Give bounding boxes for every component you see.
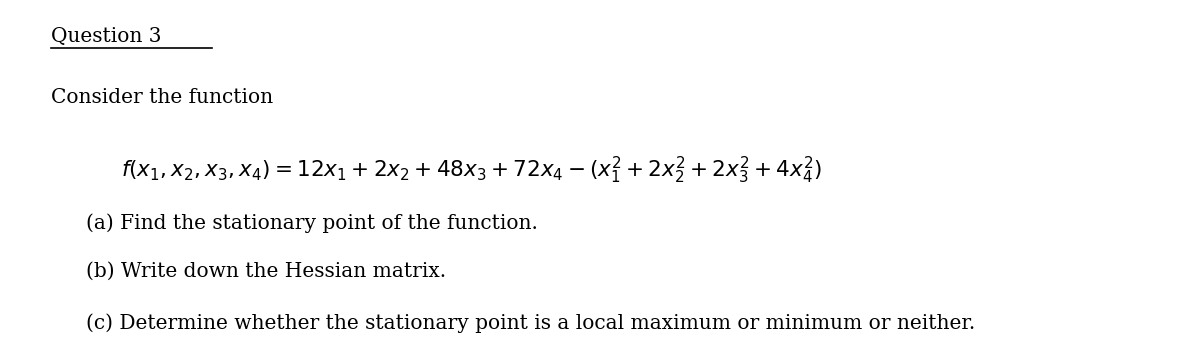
Text: (a) Find the stationary point of the function.: (a) Find the stationary point of the fun… — [86, 213, 538, 233]
Text: (c) Determine whether the stationary point is a local maximum or minimum or neit: (c) Determine whether the stationary poi… — [86, 313, 976, 333]
Text: Question 3: Question 3 — [50, 27, 161, 46]
Text: Consider the function: Consider the function — [50, 88, 272, 107]
Text: $f(x_1, x_2, x_3, x_4) = 12x_1 + 2x_2 + 48x_3 + 72x_4 - (x_1^2 + 2x_2^2 + 2x_3^2: $f(x_1, x_2, x_3, x_4) = 12x_1 + 2x_2 + … — [121, 155, 822, 186]
Text: (b) Write down the Hessian matrix.: (b) Write down the Hessian matrix. — [86, 261, 446, 280]
